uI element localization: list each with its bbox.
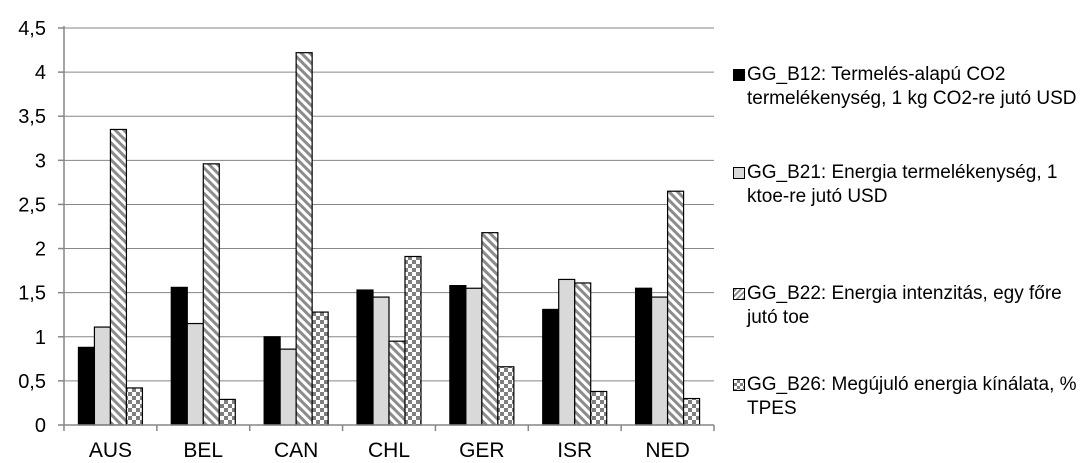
axes — [58, 26, 715, 431]
y-tick-label: 3,5 — [18, 106, 46, 128]
bar-solid-black-chl — [356, 289, 374, 426]
legend-item-gg-b21: GG_B21: Energia termelékenység, 1 ktoe-r… — [733, 161, 1078, 209]
y-tick-label: 0 — [35, 415, 46, 437]
y-tick-label: 1,5 — [18, 283, 46, 305]
legend-swatch-light-gray — [733, 167, 745, 179]
bar-checkerboard-can — [311, 311, 329, 426]
bar-checkerboard-bel — [218, 398, 236, 426]
bar-checkerboard-aus — [125, 387, 144, 426]
legend-label: GG_B12: Termelés-alapú CO2 termelékenysé… — [747, 64, 1077, 109]
bar-checkerboard-isr — [590, 390, 608, 426]
y-axis-tick-labels: 0 0,5 1 1,5 2 2,5 3 3,5 4 4,5 — [18, 18, 46, 437]
x-tick-label-ger: GER — [459, 439, 505, 462]
bar-diagonal-hatch-chl — [388, 340, 406, 426]
x-tick-label-bel: BEL — [183, 439, 223, 462]
bar-solid-black-can — [263, 336, 281, 426]
bar-diagonal-hatch-ned — [666, 190, 685, 426]
bar-light-gray-isr — [558, 278, 576, 426]
bar-light-gray-chl — [372, 296, 390, 426]
bar-light-gray-bel — [186, 322, 204, 426]
legend-swatch-solid — [733, 69, 745, 81]
bar-checkerboard-ger — [497, 366, 515, 426]
legend-label: GG_B22: Energia intenzitás, egy főre jut… — [747, 283, 1062, 328]
bars — [77, 52, 701, 426]
bar-light-gray-ned — [650, 296, 669, 426]
bar-diagonal-hatch-isr — [574, 282, 592, 426]
x-tick-label-aus: AUS — [89, 439, 132, 462]
bar-solid-black-bel — [170, 286, 188, 426]
bar-solid-black-isr — [542, 308, 560, 426]
bar-checkerboard-ned — [682, 397, 701, 426]
y-tick-label: 1 — [35, 327, 46, 349]
y-tick-label: 4 — [35, 62, 46, 84]
x-tick-label-isr: ISR — [557, 439, 592, 462]
y-tick-label: 2 — [35, 239, 46, 261]
bar-solid-black-ned — [634, 287, 653, 426]
bar-checkerboard-chl — [404, 255, 422, 426]
bar-solid-black-ger — [449, 285, 467, 426]
bar-solid-black-aus — [77, 346, 96, 426]
bar-diagonal-hatch-can — [295, 52, 313, 426]
bar-light-gray-aus — [93, 326, 112, 426]
x-tick-label-can: CAN — [274, 439, 318, 462]
legend-label: GG_B26: Megújuló energia kínálata, % TPE… — [747, 374, 1077, 419]
y-tick-label: 3 — [35, 150, 46, 172]
legend-item-gg-b22: GG_B22: Energia intenzitás, egy főre jut… — [733, 282, 1078, 330]
x-axis-tick-labels: AUS BEL CAN CHL GER ISR NED — [89, 439, 690, 462]
legend-label: GG_B21: Energia termelékenység, 1 ktoe-r… — [747, 162, 1058, 207]
bar-chart: 0 0,5 1 1,5 2 2,5 3 3,5 4 4,5 AUS BEL CAN CHL GER ISR N… — [18, 18, 715, 462]
x-tick-label-ned: NED — [645, 439, 689, 462]
bar-light-gray-ger — [465, 287, 483, 426]
x-tick-label-chl: CHL — [368, 439, 410, 462]
bar-light-gray-can — [279, 348, 297, 426]
legend-item-gg-b12: GG_B12: Termelés-alapú CO2 termelékenysé… — [733, 63, 1078, 111]
legend-swatch-checker — [733, 379, 745, 391]
y-tick-label: 0,5 — [18, 371, 46, 393]
legend-item-gg-b26: GG_B26: Megújuló energia kínálata, % TPE… — [733, 373, 1078, 421]
legend-swatch-hatch — [733, 288, 745, 300]
y-tick-label: 4,5 — [18, 18, 46, 40]
bar-diagonal-hatch-ger — [481, 232, 499, 426]
y-tick-label: 2,5 — [18, 194, 46, 216]
bar-diagonal-hatch-aus — [109, 128, 128, 426]
bar-diagonal-hatch-bel — [202, 163, 220, 426]
